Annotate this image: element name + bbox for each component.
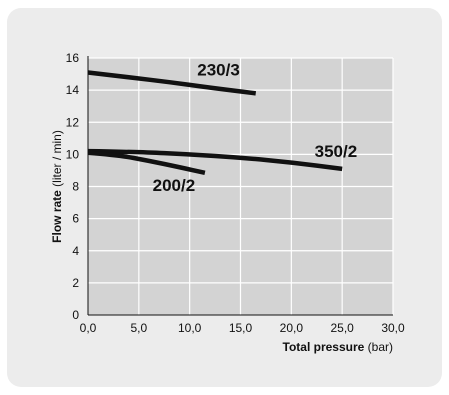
y-tick-label: 0 (72, 308, 79, 322)
y-tick-label: 16 (66, 51, 80, 65)
series-label-350-2: 350/2 (315, 142, 358, 161)
x-axis-label: Total pressure (bar) (283, 340, 393, 354)
y-axis-label-unit: (liter / min) (50, 130, 64, 187)
series-label-200-2: 200/2 (153, 176, 196, 195)
series-line-200-2 (87, 150, 206, 176)
y-tick-label: 4 (72, 244, 79, 258)
x-tick-label: 25,0 (330, 321, 354, 335)
y-tick-label: 10 (66, 147, 80, 161)
y-axis-label: Flow rate (liter / min) (50, 130, 64, 243)
y-tick-label: 12 (66, 115, 80, 129)
y-tick-label: 14 (66, 83, 80, 97)
series-label-230-3: 230/3 (197, 61, 240, 80)
x-tick-label: 30,0 (381, 321, 405, 335)
x-axis-label-unit: (bar) (368, 340, 393, 354)
y-tick-label: 8 (72, 180, 79, 194)
x-tick-label: 20,0 (280, 321, 304, 335)
y-tick-label: 2 (72, 276, 79, 290)
x-tick-label: 10,0 (178, 321, 202, 335)
series-line-350-2 (87, 148, 343, 172)
x-tick-label: 0,0 (80, 321, 97, 335)
x-tick-label: 5,0 (130, 321, 147, 335)
x-axis-label-bold: Total pressure (283, 340, 368, 354)
x-tick-label: 15,0 (229, 321, 253, 335)
series-line-230-3 (87, 70, 257, 96)
y-axis-label-bold: Flow rate (50, 187, 64, 243)
y-tick-label: 6 (72, 212, 79, 226)
